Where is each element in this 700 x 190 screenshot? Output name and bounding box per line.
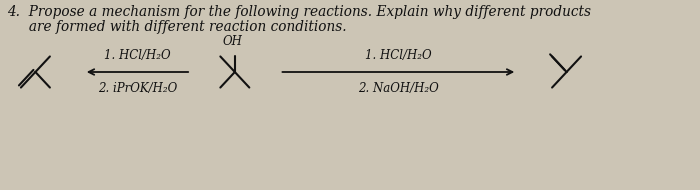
Text: OH: OH	[223, 36, 243, 48]
Text: 1. HCl/H₂O: 1. HCl/H₂O	[104, 49, 171, 62]
Text: 1. HCl/H₂O: 1. HCl/H₂O	[365, 49, 432, 62]
Text: are formed with different reaction conditions.: are formed with different reaction condi…	[8, 20, 347, 34]
Text: 2. iPrOK/H₂O: 2. iPrOK/H₂O	[98, 82, 177, 95]
Text: 4.  Propose a mechanism for the following reactions. Explain why different produ: 4. Propose a mechanism for the following…	[8, 5, 592, 19]
Text: 2. NaOH/H₂O: 2. NaOH/H₂O	[358, 82, 439, 95]
